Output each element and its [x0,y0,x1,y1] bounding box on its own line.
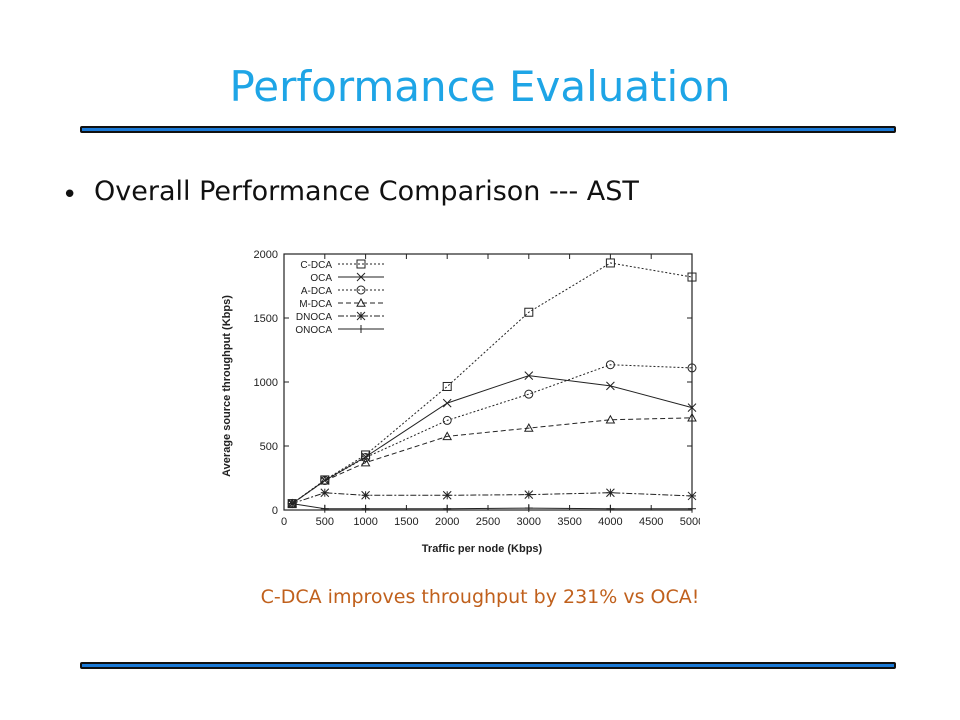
data-point-m-dca [442,431,453,441]
data-point-m-dca [360,457,371,467]
legend-marker-a-dca [356,285,366,295]
legend-label-onoca: ONOCA [295,325,332,336]
data-point-dnoca [361,490,370,500]
legend-label-oca: OCA [310,273,332,284]
data-point-a-dca [605,360,615,370]
series-line-onoca [292,503,692,510]
legend-marker-oca [356,272,366,282]
throughput-chart: 0 500 1000 1500 2000 2500 3000 3500 4000 4500 500 0… [221,249,700,555]
legend-marker-c-dca [356,259,366,269]
data-point-onoca [524,504,533,513]
x-axis-label: Traffic per node (Kbps) [422,543,543,555]
legend-label-c-dca: C-DCA [300,260,332,271]
data-point-a-dca [524,389,534,399]
x-tick-label: 0 [281,516,287,528]
y-tick-label: 1000 [254,377,278,389]
y-tick-label: 500 [260,441,278,453]
footer-divider [80,662,896,669]
legend-label-a-dca: A-DCA [301,286,332,297]
series-line-oca [291,375,693,505]
data-point-c-dca [605,258,615,268]
data-point-m-dca [319,475,330,485]
x-tick-label: 500 [316,516,334,528]
bullet-dot-icon: • [62,180,78,210]
data-point-onoca [361,504,370,513]
data-point-oca [524,371,534,380]
data-point-a-dca [442,415,452,425]
x-tick-label: 1500 [394,516,418,528]
legend-label-m-dca: M-DCA [299,299,332,310]
plot-frame [283,253,693,511]
data-point-dnoca [442,490,452,500]
x-tick-label: 4000 [598,516,622,528]
data-point-dnoca [524,490,534,499]
data-point-oca [687,403,697,412]
legend-marker-onoca [357,325,365,333]
x-tick-label: 1000 [353,516,377,528]
legend-marker-m-dca [356,297,366,307]
data-point-c-dca [687,272,697,282]
x-tick-label: 2000 [435,516,459,528]
data-point-m-dca [687,412,697,422]
data-point-m-dca [605,414,616,424]
x-tick-label: 2500 [476,516,500,528]
data-point-c-dca [524,307,534,317]
data-point-a-dca [687,363,697,373]
data-point-onoca [288,499,297,508]
bullet-text: Overall Performance Comparison --- AST [94,176,639,207]
data-point-m-dca [523,423,534,432]
series-line-m-dca [291,417,693,505]
x-tick-label: 3000 [517,516,541,528]
y-tick-label: 2000 [254,249,278,261]
data-point-onoca [320,504,329,513]
data-point-dnoca [687,491,697,501]
caption-text: C-DCA improves throughput by 231% vs OCA… [260,586,700,608]
title-divider [80,126,896,133]
data-point-a-dca [361,453,371,463]
data-point-oca [606,381,615,391]
data-point-dnoca [606,488,615,498]
data-point-onoca [443,504,452,513]
data-point-oca [442,398,452,408]
series-line-c-dca [291,262,693,505]
data-point-onoca [606,504,615,513]
x-tick-label: 3500 [557,516,581,528]
data-point-dnoca [320,488,330,498]
data-point-c-dca [442,381,452,391]
legend-label-dnoca: DNOCA [296,312,332,323]
series-line-dnoca [292,492,693,505]
y-tick-label: 1500 [254,313,278,325]
y-axis-label: Average source throughput (Kbps) [221,295,233,477]
slide-title: Performance Evaluation [229,62,731,111]
legend-marker-dnoca [356,311,366,321]
y-tick-label: 0 [272,505,278,517]
data-point-onoca [688,504,696,513]
series-line-a-dca [291,364,693,505]
x-tick-label: 4500 [639,516,663,528]
